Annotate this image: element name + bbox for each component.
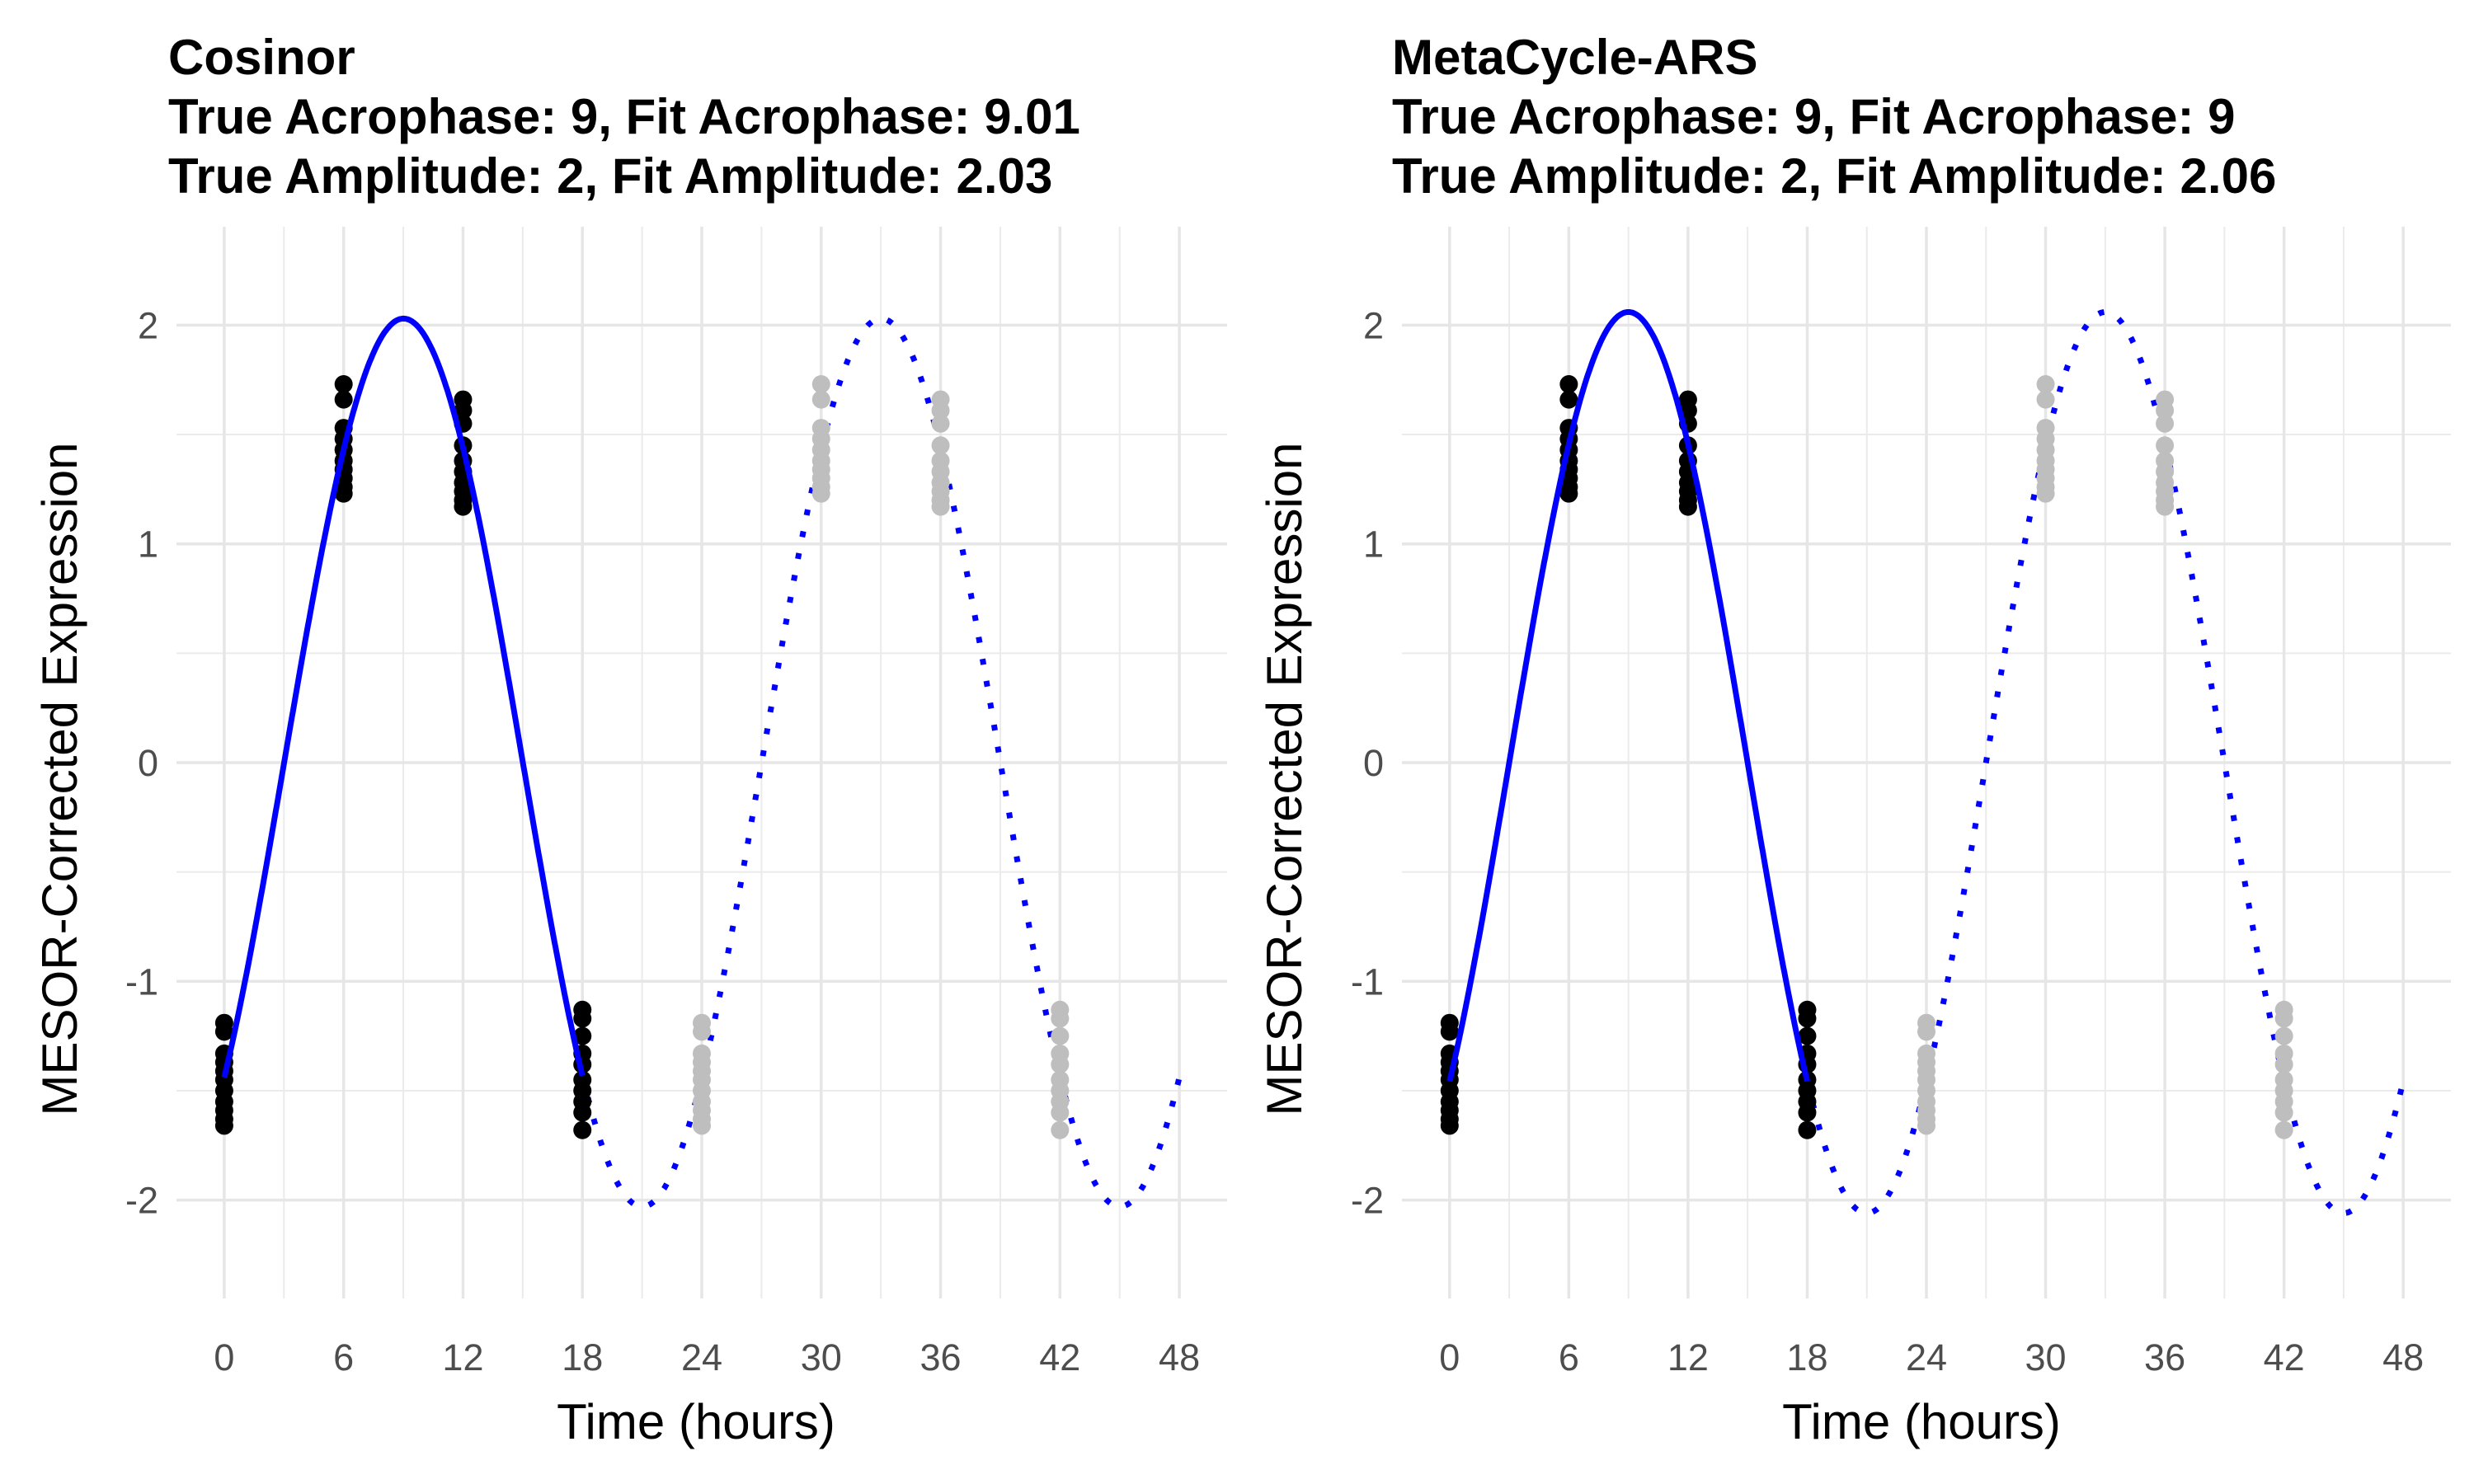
x-tick-label: 30: [2025, 1336, 2067, 1378]
data-point-projected: [931, 436, 950, 455]
panel-title-line-2: True Acrophase: 9, Fit Acrophase: 9.01: [168, 89, 1080, 144]
data-point-projected: [2156, 497, 2175, 516]
data-point-observed: [573, 1009, 592, 1028]
data-point-projected: [811, 375, 830, 394]
x-tick-label: 36: [2144, 1336, 2185, 1378]
x-tick-label: 6: [1559, 1336, 1579, 1378]
data-point-observed: [1798, 1120, 1817, 1139]
data-point-projected: [2156, 401, 2175, 420]
x-tick-label: 0: [1439, 1336, 1460, 1378]
data-point-projected: [2274, 1009, 2293, 1028]
y-tick-label: 0: [1363, 742, 1384, 784]
x-tick-label: 24: [1906, 1336, 1947, 1378]
data-point-projected: [693, 1022, 711, 1041]
panel-title-line-1: MetaCycle-ARS: [1392, 30, 1757, 85]
x-tick-label: 18: [562, 1336, 603, 1378]
data-point-projected: [2274, 1026, 2293, 1045]
x-tick-label: 48: [2382, 1336, 2424, 1378]
panel-title-line-3: True Amplitude: 2, Fit Amplitude: 2.06: [1392, 148, 2276, 204]
data-point-observed: [454, 401, 473, 420]
y-tick-label: -1: [1351, 960, 1384, 1003]
y-tick-label: -2: [125, 1180, 158, 1222]
data-point-observed: [1798, 1009, 1817, 1028]
x-tick-label: 0: [214, 1336, 234, 1378]
x-tick-label: 42: [2264, 1336, 2305, 1378]
data-point-observed: [573, 1103, 592, 1122]
x-axis-title: Time (hours): [1782, 1394, 2061, 1449]
fit-curve-observed: [1446, 309, 1810, 1082]
x-tick-label: 30: [801, 1336, 842, 1378]
x-axis-title: Time (hours): [557, 1394, 835, 1449]
x-tick-label: 24: [681, 1336, 722, 1378]
fit-curve-observed: [221, 315, 586, 1078]
y-tick-label: 0: [138, 742, 158, 784]
x-tick-label: 12: [1667, 1336, 1709, 1378]
data-point-observed: [573, 1120, 592, 1139]
data-point-projected: [2274, 1055, 2293, 1074]
data-point-projected: [931, 497, 950, 516]
data-point-observed: [334, 390, 353, 409]
data-point-projected: [2274, 1120, 2293, 1139]
x-tick-label: 42: [1039, 1336, 1080, 1378]
x-tick-label: 36: [920, 1336, 962, 1378]
data-point-observed: [1559, 375, 1578, 394]
data-point-projected: [931, 401, 950, 420]
data-point-projected: [2156, 436, 2175, 455]
data-point-projected: [1051, 1055, 1070, 1074]
x-tick-label: 12: [442, 1336, 483, 1378]
data-point-projected: [1917, 1116, 1935, 1135]
data-point-projected: [1051, 1009, 1070, 1028]
y-tick-label: 1: [138, 524, 158, 566]
panel-title-line-2: True Acrophase: 9, Fit Acrophase: 9: [1392, 89, 2236, 144]
data-point-projected: [2156, 414, 2175, 433]
data-point-projected: [811, 484, 830, 503]
panel-title-line-3: True Amplitude: 2, Fit Amplitude: 2.03: [168, 148, 1052, 204]
data-point-projected: [811, 390, 830, 409]
panel-metacycle-ars: MetaCycle-ARS True Acrophase: 9, Fit Acr…: [1257, 30, 2451, 1449]
y-tick-label: 2: [138, 304, 158, 346]
data-point-observed: [214, 1116, 233, 1135]
x-tick-label: 6: [333, 1336, 354, 1378]
data-point-observed: [1440, 1116, 1459, 1135]
data-point-projected: [1917, 1022, 1935, 1041]
data-point-observed: [1559, 390, 1578, 409]
data-point-observed: [454, 497, 473, 516]
fit-curve-projected: [1804, 309, 2406, 1216]
data-point-observed: [334, 375, 353, 394]
x-tick-label: 48: [1159, 1336, 1200, 1378]
data-point-observed: [1678, 497, 1697, 516]
data-point-projected: [2036, 484, 2055, 503]
data-point-observed: [573, 1026, 592, 1045]
y-axis-title: MESOR-Corrected Expression: [1257, 443, 1312, 1116]
data-point-observed: [1440, 1022, 1459, 1041]
y-axis-title: MESOR-Corrected Expression: [32, 443, 87, 1116]
data-point-projected: [1051, 1120, 1070, 1139]
panel-title-line-1: Cosinor: [168, 30, 355, 85]
data-point-observed: [1798, 1026, 1817, 1045]
fit-curve-projected: [579, 315, 1183, 1210]
data-point-projected: [2036, 390, 2055, 409]
data-point-observed: [1798, 1103, 1817, 1122]
data-point-observed: [334, 484, 353, 503]
panel-cosinor: Cosinor True Acrophase: 9, Fit Acrophase…: [32, 30, 1227, 1449]
y-tick-label: 2: [1363, 304, 1384, 346]
y-tick-label: 1: [1363, 524, 1384, 566]
data-point-projected: [931, 414, 950, 433]
x-tick-label: 18: [1786, 1336, 1827, 1378]
data-point-observed: [214, 1022, 233, 1041]
data-point-projected: [1051, 1026, 1070, 1045]
y-tick-label: -2: [1351, 1180, 1384, 1222]
data-point-projected: [693, 1116, 711, 1135]
data-point-projected: [2036, 375, 2055, 394]
data-point-projected: [2274, 1103, 2293, 1122]
y-tick-label: -1: [125, 960, 158, 1003]
data-point-observed: [1559, 484, 1578, 503]
data-point-projected: [1051, 1103, 1070, 1122]
